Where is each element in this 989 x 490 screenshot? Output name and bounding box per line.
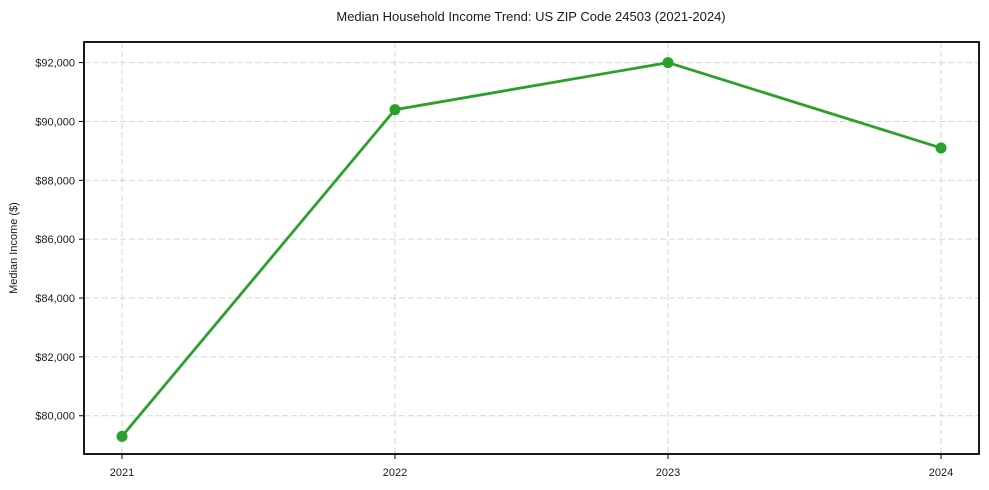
x-tick-label: 2023 (656, 467, 680, 479)
chart-title: Median Household Income Trend: US ZIP Co… (336, 9, 725, 24)
income-trend-line (120, 61, 943, 438)
y-tick-label: $90,000 (35, 116, 75, 128)
y-tick-label: $84,000 (35, 293, 75, 305)
data-point-2021 (116, 430, 128, 442)
y-tick-label: $86,000 (35, 234, 75, 246)
y-axis-label: Median Income ($) (8, 202, 20, 294)
y-tick-label: $92,000 (35, 58, 75, 70)
y-tick-label: $80,000 (35, 411, 75, 423)
x-tick-label: 2024 (929, 467, 953, 479)
axis-ticks (79, 62, 942, 459)
data-point-2023 (662, 57, 674, 69)
gridlines (84, 42, 979, 454)
x-tick-label: 2022 (383, 467, 407, 479)
y-tick-label: $82,000 (35, 352, 75, 364)
plot-spine-box (83, 41, 980, 455)
y-tick-label: $88,000 (35, 175, 75, 187)
income-series (116, 57, 947, 442)
x-tick-label: 2021 (110, 467, 134, 479)
plot-border (83, 41, 980, 455)
axis-tick-labels: $80,000 $82,000 $84,000 $86,000 $88,000 $90,0… (35, 58, 953, 479)
data-point-2022 (389, 104, 401, 116)
data-point-2024 (935, 142, 947, 154)
